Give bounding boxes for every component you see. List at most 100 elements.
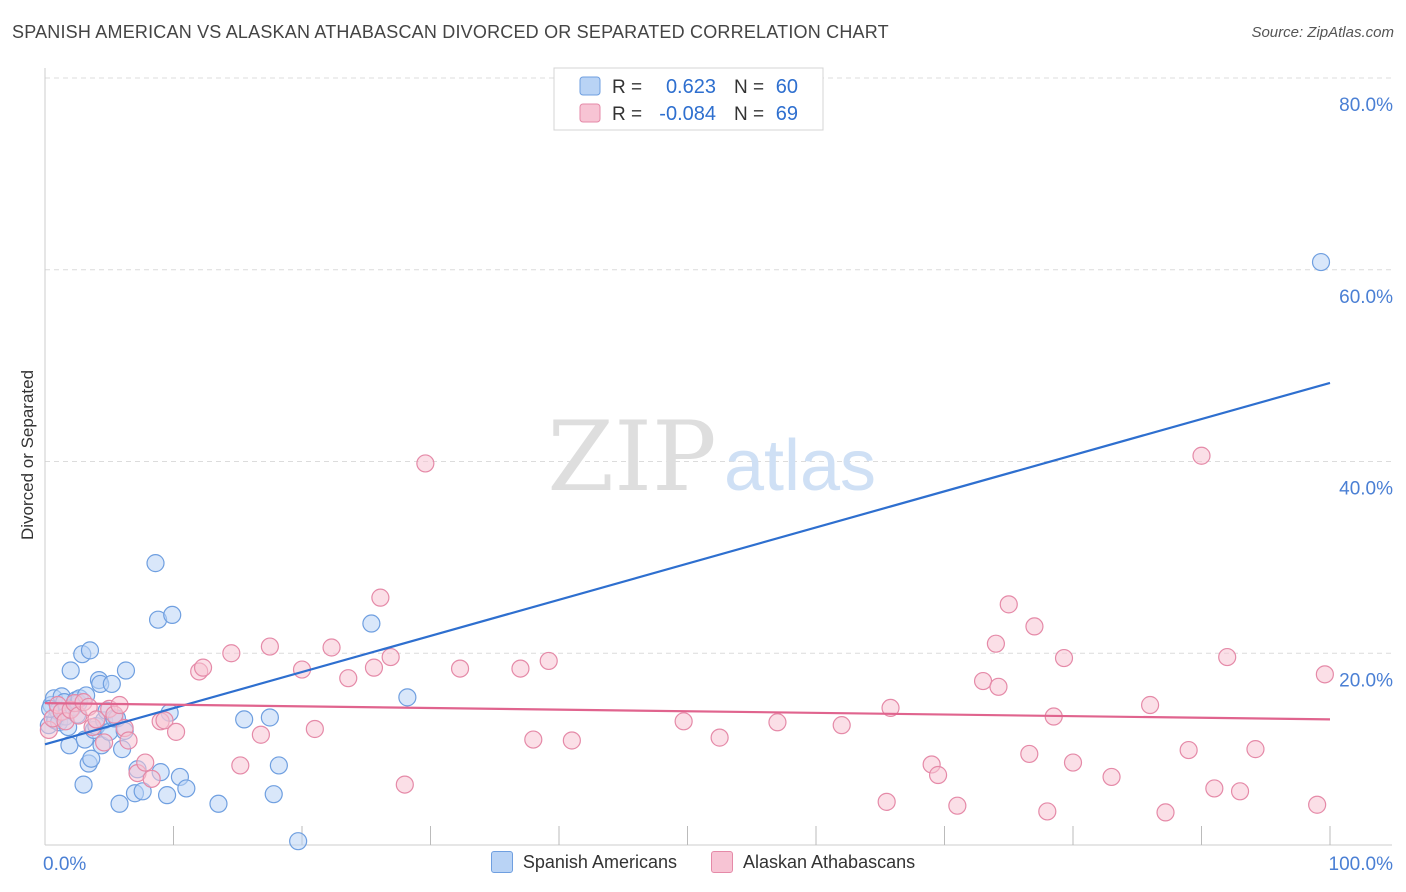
alaskan-athabascan-point: [1054, 648, 1074, 668]
spanish-american-point: [110, 794, 129, 813]
alaskan-athabascan-point: [193, 658, 213, 677]
alaskan-athabascan-point: [395, 775, 414, 794]
alaskan-athabascan-point: [1179, 740, 1198, 760]
spanish-american-point: [61, 661, 80, 680]
alaskan-athabascan-point: [999, 595, 1018, 614]
alaskan-athabascan-point: [142, 769, 161, 788]
spanish-american-point: [398, 688, 417, 707]
alaskan-athabascan-point: [928, 765, 948, 785]
alaskan-athabascan-point: [416, 454, 435, 473]
alaskan-athabascan-point: [166, 722, 186, 741]
alaskan-athabascan-point: [1230, 782, 1250, 801]
spanish-american-point: [116, 661, 136, 680]
y-axis-label: Divorced or Separated: [18, 370, 37, 540]
alaskan-athabascan-point: [877, 792, 896, 811]
alaskan-athabascan-point: [1102, 767, 1121, 787]
alaskan-athabascans-trend-line: [44, 702, 1331, 721]
alaskan-athabascan-point: [832, 716, 851, 735]
alaskan-athabascan-point: [1315, 665, 1334, 684]
legend-r-label: R =: [612, 77, 642, 98]
alaskan-athabascan-point: [768, 713, 787, 732]
alaskan-athabascan-point: [251, 725, 270, 744]
alaskan-athabascan-point: [87, 710, 106, 729]
alaskan-athabascan-point: [322, 638, 341, 657]
spanish-american-point: [264, 785, 283, 804]
trend-lines: [44, 381, 1331, 746]
legend-r-value: -0.084: [659, 103, 716, 125]
alaskan-athabascan-point: [231, 756, 250, 775]
alaskan-athabascan-point: [1038, 802, 1057, 821]
series-legend: Spanish Americans Alaskan Athabascans: [0, 851, 1406, 873]
alaskan-athabascan-point: [1156, 803, 1175, 822]
alaskan-athabascan-point: [260, 637, 279, 656]
spanish-american-point: [269, 756, 288, 775]
watermark: ZIP atlas: [547, 401, 876, 513]
alaskan-athabascan-point: [1246, 740, 1265, 759]
x-tick-label: 100.0%: [1329, 854, 1394, 875]
legend-swatch: [490, 851, 513, 873]
spanish-american-point: [74, 775, 93, 794]
alaskan-athabascan-point: [1218, 647, 1237, 667]
spanish-american-point: [82, 749, 101, 768]
alaskan-athabascan-point: [1140, 695, 1160, 715]
alaskan-athabascan-point: [674, 712, 693, 731]
legend-n-value: 60: [776, 76, 798, 98]
legend-n-label: N =: [734, 104, 764, 125]
alaskan-athabascan-point: [136, 753, 155, 772]
data-points: [39, 252, 1334, 851]
legend-r-value: 0.623: [666, 76, 716, 98]
spanish-american-point: [80, 641, 100, 660]
alaskan-athabascan-point: [339, 669, 358, 688]
spanish-american-point: [289, 832, 308, 851]
alaskan-athabascan-point: [710, 728, 729, 747]
source-label: Source: ZipAtlas.com: [1251, 24, 1394, 41]
legend-r-label: R =: [612, 104, 642, 125]
y-tick-label: 80.0%: [1339, 95, 1393, 116]
alaskan-athabascan-point: [371, 588, 390, 607]
alaskan-athabascan-point: [119, 731, 138, 750]
legend-item-alaskan-athabascans: Alaskan Athabascans: [710, 851, 916, 873]
spanish-american-point: [177, 779, 196, 798]
spanish-american-point: [157, 786, 177, 805]
alaskan-athabascan-point: [95, 733, 114, 752]
spanish-american-point: [235, 710, 254, 729]
alaskan-athabascan-point: [524, 730, 543, 749]
legend-n-value: 69: [776, 103, 798, 125]
legend-label: Alaskan Athabascans: [742, 851, 916, 872]
alaskan-athabascan-point: [222, 644, 241, 663]
legend-label: Spanish Americans: [522, 851, 677, 872]
legend-swatch-pink: [579, 103, 601, 123]
axes: [44, 68, 1392, 846]
spanish-american-point: [102, 674, 121, 694]
spanish-american-point: [133, 782, 152, 801]
y-tick-label: 20.0%: [1339, 670, 1393, 691]
spanish-american-point: [260, 708, 279, 727]
y-tick-label: 60.0%: [1339, 287, 1393, 308]
alaskan-athabascan-point: [450, 659, 470, 678]
spanish-american-point: [146, 554, 165, 573]
alaskan-athabascan-point: [381, 647, 400, 667]
alaskan-athabascan-point: [305, 719, 324, 739]
alaskan-athabascan-point: [562, 731, 581, 750]
alaskan-athabascan-point: [1308, 795, 1327, 814]
alaskan-athabascan-point: [1205, 779, 1224, 798]
alaskan-athabascan-point: [1063, 753, 1083, 772]
alaskan-athabascan-point: [155, 711, 174, 730]
legend-swatch: [710, 851, 733, 873]
stats-legend: R = 0.623 N = 60 R = -0.084 N = 69: [553, 67, 824, 131]
alaskan-athabascan-point: [1020, 744, 1039, 764]
legend-n-label: N =: [734, 77, 764, 98]
alaskan-athabascan-point: [539, 651, 558, 671]
legend-item-spanish-americans: Spanish Americans: [490, 851, 677, 873]
chart-title: SPANISH AMERICAN VS ALASKAN ATHABASCAN D…: [12, 22, 889, 42]
alaskan-athabascan-point: [973, 671, 993, 691]
legend-swatch-blue: [579, 76, 601, 96]
alaskan-athabascan-point: [986, 634, 1006, 653]
grid-lines: [45, 77, 1392, 654]
watermark-atlas: atlas: [724, 426, 876, 506]
spanish-american-point: [163, 605, 182, 625]
spanish-american-point: [1311, 252, 1331, 272]
alaskan-athabascan-point: [1025, 617, 1044, 636]
alaskan-athabascan-point: [1192, 446, 1211, 465]
